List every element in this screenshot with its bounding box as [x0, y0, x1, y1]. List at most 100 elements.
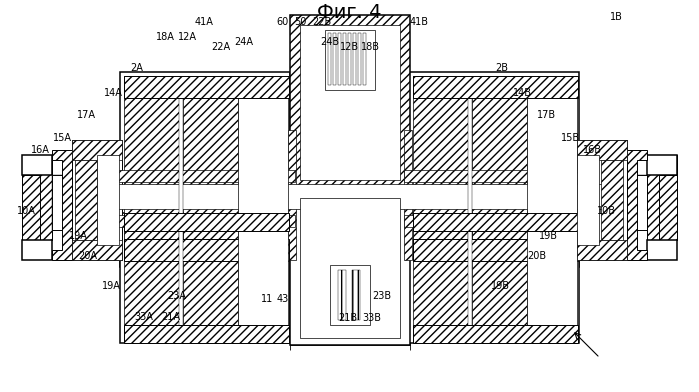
Text: 15B: 15B	[561, 133, 580, 143]
Text: 2B: 2B	[496, 63, 508, 73]
Bar	[627, 175, 647, 230]
Bar	[179, 85, 183, 252]
Text: 41A: 41A	[194, 17, 214, 27]
Bar	[124, 213, 289, 231]
Bar	[348, 33, 351, 85]
Bar	[72, 140, 122, 160]
Bar	[404, 170, 584, 182]
Text: 21A: 21A	[161, 312, 180, 322]
Bar	[333, 33, 336, 85]
Bar	[527, 221, 577, 329]
Bar	[115, 215, 295, 227]
Text: 23A: 23A	[167, 291, 187, 301]
Text: 19A: 19A	[102, 281, 122, 291]
Bar	[72, 140, 122, 260]
Text: 43: 43	[276, 294, 289, 304]
Text: 33B: 33B	[362, 313, 382, 323]
Text: 17A: 17A	[77, 111, 96, 120]
Bar	[353, 33, 356, 85]
Text: 11: 11	[261, 294, 273, 304]
Bar	[409, 72, 579, 267]
Text: 22B: 22B	[312, 17, 332, 27]
Bar	[527, 82, 577, 255]
Polygon shape	[52, 150, 72, 260]
Bar	[288, 130, 296, 260]
Bar	[328, 33, 331, 85]
Text: 24A: 24A	[233, 37, 253, 47]
Bar	[358, 33, 361, 85]
Text: 17B: 17B	[537, 111, 556, 120]
Bar	[647, 155, 677, 175]
Bar	[413, 325, 578, 343]
Bar	[183, 217, 238, 337]
Bar	[80, 184, 620, 209]
Bar	[22, 175, 40, 240]
Bar	[404, 130, 412, 260]
Text: 33A: 33A	[134, 312, 154, 322]
Bar	[577, 140, 627, 160]
Bar	[577, 140, 627, 260]
Text: 15A: 15A	[53, 133, 73, 143]
Bar	[70, 178, 630, 215]
Text: 10B: 10B	[597, 206, 617, 216]
Bar	[472, 217, 527, 337]
Text: 21B: 21B	[338, 313, 358, 323]
Bar	[120, 72, 290, 267]
Bar	[413, 76, 578, 98]
Bar	[404, 215, 584, 227]
Text: 18A: 18A	[156, 32, 175, 42]
Bar	[22, 155, 52, 175]
Text: 50: 50	[294, 17, 307, 27]
Text: 20B: 20B	[527, 250, 547, 261]
Bar	[601, 160, 623, 240]
Bar	[352, 270, 360, 320]
Text: 18B: 18B	[361, 42, 380, 52]
Bar	[97, 155, 119, 245]
Bar	[468, 221, 472, 329]
Bar	[647, 240, 677, 260]
Bar	[183, 76, 238, 261]
Bar	[238, 221, 288, 329]
Bar	[577, 155, 599, 245]
Text: 60: 60	[276, 17, 289, 27]
Text: 41B: 41B	[410, 17, 429, 27]
Bar	[627, 175, 647, 230]
Bar	[124, 76, 289, 98]
Bar	[52, 175, 72, 230]
Bar	[120, 213, 290, 343]
Bar	[238, 82, 288, 255]
Text: 14A: 14A	[103, 88, 123, 98]
Bar	[647, 165, 659, 240]
Bar	[52, 175, 72, 230]
Text: 16B: 16B	[583, 145, 603, 155]
Bar	[124, 76, 179, 261]
Bar	[659, 175, 677, 240]
Text: 14B: 14B	[513, 88, 533, 98]
Bar	[300, 198, 400, 338]
Bar	[290, 190, 410, 345]
Bar	[343, 33, 346, 85]
Text: 22A: 22A	[211, 42, 231, 52]
Bar	[338, 270, 346, 320]
Bar	[577, 240, 627, 260]
Text: 19B: 19B	[491, 281, 510, 291]
Text: Фиг. 4: Фиг. 4	[317, 3, 381, 22]
Bar	[338, 33, 341, 85]
Polygon shape	[627, 150, 647, 260]
Text: 1B: 1B	[610, 12, 623, 22]
Text: 12A: 12A	[178, 32, 197, 42]
Bar	[413, 239, 578, 261]
Bar	[413, 213, 578, 231]
Bar	[468, 85, 472, 252]
Bar	[75, 160, 97, 240]
Text: 19A: 19A	[69, 231, 88, 241]
Text: 16A: 16A	[31, 145, 50, 155]
Bar	[413, 76, 468, 261]
Text: 23B: 23B	[372, 291, 391, 301]
Bar	[472, 76, 527, 261]
Bar	[363, 33, 366, 85]
Bar	[325, 30, 375, 90]
Text: 24B: 24B	[320, 37, 340, 47]
Text: 2A: 2A	[130, 63, 143, 73]
Bar	[40, 165, 52, 240]
